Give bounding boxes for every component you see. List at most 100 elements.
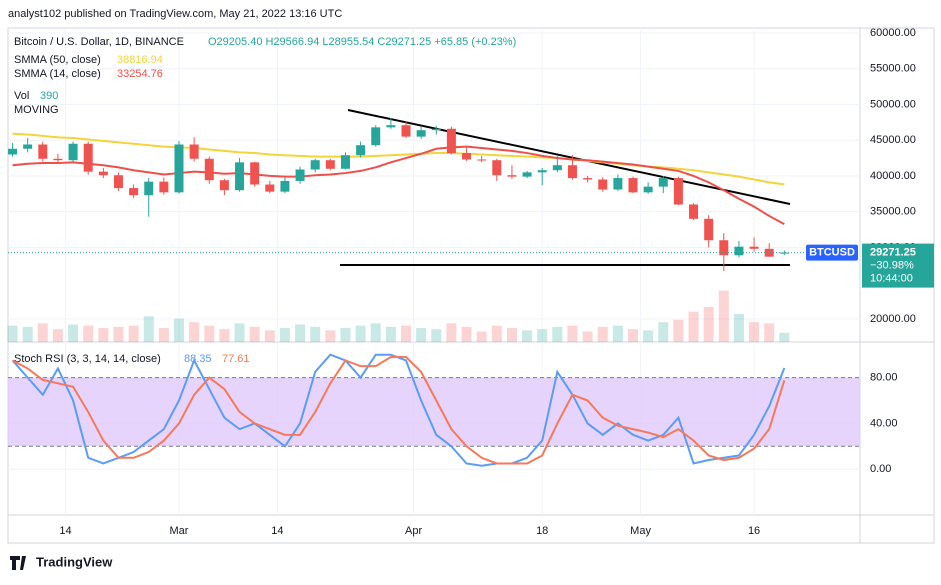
volume-bar <box>506 328 517 342</box>
volume-bar <box>52 329 63 342</box>
y-tick-label: 40.00 <box>870 417 898 429</box>
volume-bar <box>522 330 533 342</box>
candle-body <box>537 170 547 173</box>
symbol-badge <box>806 244 858 261</box>
brand-logo <box>10 556 26 570</box>
volume-bar <box>128 325 139 342</box>
y-tick-label: 35000.00 <box>870 206 916 218</box>
candle-body <box>719 240 729 256</box>
candle-body <box>356 145 366 156</box>
y-tick-label: 0.00 <box>870 463 891 475</box>
x-tick-label: 14 <box>271 525 283 537</box>
candle-body <box>235 162 245 191</box>
volume-bar <box>446 323 457 342</box>
x-tick-label: Mar <box>170 525 189 537</box>
stoch-title: Stoch RSI (3, 3, 14, 14, close) <box>14 353 161 365</box>
indicator-line <box>12 145 785 226</box>
note: MOVING <box>14 104 59 116</box>
candle-body <box>567 165 577 179</box>
candle-body <box>446 128 456 154</box>
candle-body <box>401 125 411 137</box>
volume-bar <box>83 325 94 342</box>
volume-bar <box>249 326 260 342</box>
x-tick-label: 14 <box>59 525 71 537</box>
legend-value: 77.61 <box>222 353 250 365</box>
legend-value: 33254.76 <box>117 68 163 80</box>
y-tick-label: 60000.00 <box>870 27 916 39</box>
volume-bar <box>597 326 608 342</box>
candle-body <box>310 160 320 170</box>
candle-body <box>174 144 184 193</box>
volume-bar <box>476 331 487 342</box>
volume-bar <box>279 328 290 342</box>
volume-bar <box>22 326 33 342</box>
candle-body <box>477 159 487 161</box>
candle-body <box>492 160 502 176</box>
candle-body <box>250 162 260 185</box>
ohlc-values: O29205.40 H29566.94 L28955.54 C29271.25 … <box>208 36 516 48</box>
volume-bar <box>491 325 502 342</box>
volume-bar <box>325 330 336 342</box>
candle-body <box>583 178 593 180</box>
volume-bar <box>749 322 760 342</box>
brand: TradingView <box>36 554 113 569</box>
volume-bar <box>461 326 472 342</box>
volume-bar <box>567 325 578 342</box>
volume-bar <box>385 326 396 342</box>
volume-bar <box>295 324 306 342</box>
candle-body <box>38 144 48 159</box>
volume-bar <box>703 307 714 342</box>
candle-body <box>416 130 426 137</box>
candle-body <box>159 181 169 193</box>
volume-bar <box>718 290 729 342</box>
volume-bar <box>264 330 275 342</box>
volume-bar <box>688 311 699 342</box>
y-tick-label: 20000.00 <box>870 313 916 325</box>
volume-bar <box>612 325 623 342</box>
candle-body <box>507 175 517 177</box>
volume-bar <box>113 326 124 342</box>
volume-bar <box>537 329 548 342</box>
price-badge-change: −30.98% <box>870 259 914 271</box>
candle-body <box>462 153 472 160</box>
volume-bar <box>68 324 79 342</box>
volume-bar <box>174 318 185 342</box>
volume-bar <box>416 328 427 342</box>
volume-bar <box>628 329 639 342</box>
candle-body <box>371 127 381 146</box>
x-tick-label: Apr <box>405 525 422 537</box>
y-tick-label: 45000.00 <box>870 134 916 146</box>
volume-bar <box>143 316 154 342</box>
y-tick-label: 50000.00 <box>870 98 916 110</box>
volume-bar <box>340 328 351 342</box>
publisher: analyst102 published on TradingView.com,… <box>8 8 342 20</box>
candle-body <box>113 175 123 189</box>
y-tick-label: 40000.00 <box>870 170 916 182</box>
candle-body <box>643 186 653 193</box>
symbol-title: Bitcoin / U.S. Dollar, 1D, BINANCE <box>14 36 184 48</box>
candle-body <box>23 144 33 149</box>
volume-bar <box>582 331 593 342</box>
oscillator-band <box>8 377 860 447</box>
candle-body <box>189 144 199 159</box>
candle-body <box>204 158 214 181</box>
candle-body <box>658 178 668 187</box>
candle-body <box>431 128 441 131</box>
candle-body <box>144 181 154 196</box>
candle-body <box>265 184 275 192</box>
price-badge-price: 29271.25 <box>870 246 916 258</box>
volume-bar <box>234 323 245 342</box>
candle-body <box>749 246 759 249</box>
candle-body <box>53 158 63 161</box>
candle-body <box>613 178 623 190</box>
candle-body <box>734 246 744 256</box>
legend-name: SMMA (14, close) <box>14 68 101 80</box>
volume-bar <box>431 329 442 342</box>
candle-body <box>98 171 108 176</box>
volume-bar <box>310 326 321 342</box>
y-tick-label: 55000.00 <box>870 63 916 75</box>
volume-bar <box>764 323 775 342</box>
candle-body <box>779 252 789 254</box>
